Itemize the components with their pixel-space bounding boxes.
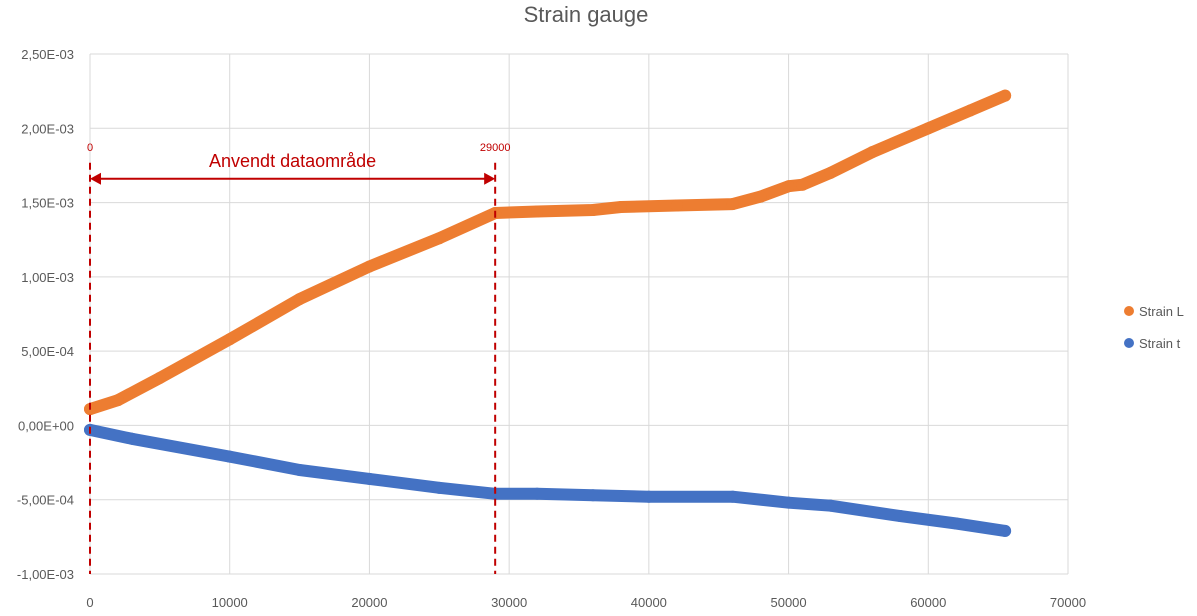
range-annotation: Anvendt dataområde 0 29000 bbox=[87, 142, 511, 574]
data-point bbox=[586, 489, 599, 502]
data-point bbox=[782, 180, 795, 193]
y-tick-label: 5,00E-04 bbox=[21, 344, 74, 359]
data-point bbox=[153, 371, 166, 384]
data-point bbox=[894, 510, 907, 523]
data-point bbox=[950, 517, 963, 530]
data-point bbox=[824, 499, 837, 512]
data-point bbox=[824, 166, 837, 179]
y-tick-label: 1,50E-03 bbox=[21, 196, 74, 211]
legend-marker bbox=[1124, 306, 1134, 316]
x-tick-label: 70000 bbox=[1050, 595, 1086, 610]
data-series bbox=[84, 89, 1012, 537]
legend-label: Strain t bbox=[1139, 336, 1181, 351]
data-point bbox=[586, 204, 599, 216]
x-tick-label: 0 bbox=[86, 595, 93, 610]
data-point bbox=[363, 260, 376, 273]
y-tick-label: 2,50E-03 bbox=[21, 47, 74, 62]
series-strain-l bbox=[84, 89, 1012, 416]
data-point bbox=[293, 464, 306, 476]
legend: Strain L Strain t bbox=[1124, 304, 1184, 351]
data-point bbox=[964, 104, 977, 117]
x-tick-label: 20000 bbox=[351, 595, 387, 610]
data-point bbox=[531, 205, 544, 218]
y-tick-label: -5,00E-04 bbox=[17, 493, 74, 508]
data-point bbox=[999, 524, 1012, 537]
y-tick-label: 0,00E+00 bbox=[18, 418, 74, 433]
y-tick-label: -1,00E-03 bbox=[17, 567, 74, 582]
x-tick-label: 30000 bbox=[491, 595, 527, 610]
data-point bbox=[433, 232, 446, 245]
data-point bbox=[223, 450, 236, 463]
x-tick-label: 60000 bbox=[910, 595, 946, 610]
data-point bbox=[531, 487, 544, 500]
data-point bbox=[782, 496, 795, 509]
data-point bbox=[922, 122, 935, 135]
data-point bbox=[726, 490, 739, 503]
data-point bbox=[111, 394, 124, 407]
data-point bbox=[614, 201, 627, 214]
range-start-label: 0 bbox=[87, 142, 93, 154]
data-point bbox=[223, 333, 236, 346]
legend-label: Strain L bbox=[1139, 304, 1184, 319]
data-point bbox=[796, 178, 809, 191]
chart-title: Strain gauge bbox=[524, 2, 649, 27]
data-point bbox=[999, 89, 1012, 102]
y-tick-label: 2,00E-03 bbox=[21, 121, 74, 136]
data-point bbox=[642, 490, 655, 503]
data-point bbox=[433, 481, 446, 494]
x-tick-label: 50000 bbox=[770, 595, 806, 610]
y-axis-tick-labels: -1,00E-03 -5,00E-04 0,00E+00 5,00E-04 1,00E-… bbox=[17, 47, 74, 582]
data-point bbox=[363, 472, 376, 485]
data-point bbox=[754, 190, 767, 203]
data-point bbox=[125, 432, 138, 445]
x-axis-tick-labels: 0 10000 20000 30000 40000 50000 60000 70000 bbox=[86, 595, 1086, 610]
data-point bbox=[726, 198, 739, 211]
gridlines bbox=[89, 53, 1069, 575]
arrow-head-right bbox=[484, 172, 496, 185]
series-trail bbox=[84, 89, 1012, 416]
data-point bbox=[866, 146, 879, 159]
data-point bbox=[293, 293, 306, 306]
data-point bbox=[670, 199, 683, 212]
legend-marker bbox=[1124, 338, 1134, 348]
arrow-head-left bbox=[90, 172, 101, 185]
x-tick-label: 40000 bbox=[631, 595, 667, 610]
series-strain-t bbox=[84, 423, 1012, 537]
range-label: Anvendt dataområde bbox=[209, 151, 376, 171]
y-tick-label: 1,00E-03 bbox=[21, 270, 74, 285]
range-end-label: 29000 bbox=[480, 142, 511, 154]
x-tick-label: 10000 bbox=[212, 595, 248, 610]
series-trail bbox=[84, 423, 1012, 537]
